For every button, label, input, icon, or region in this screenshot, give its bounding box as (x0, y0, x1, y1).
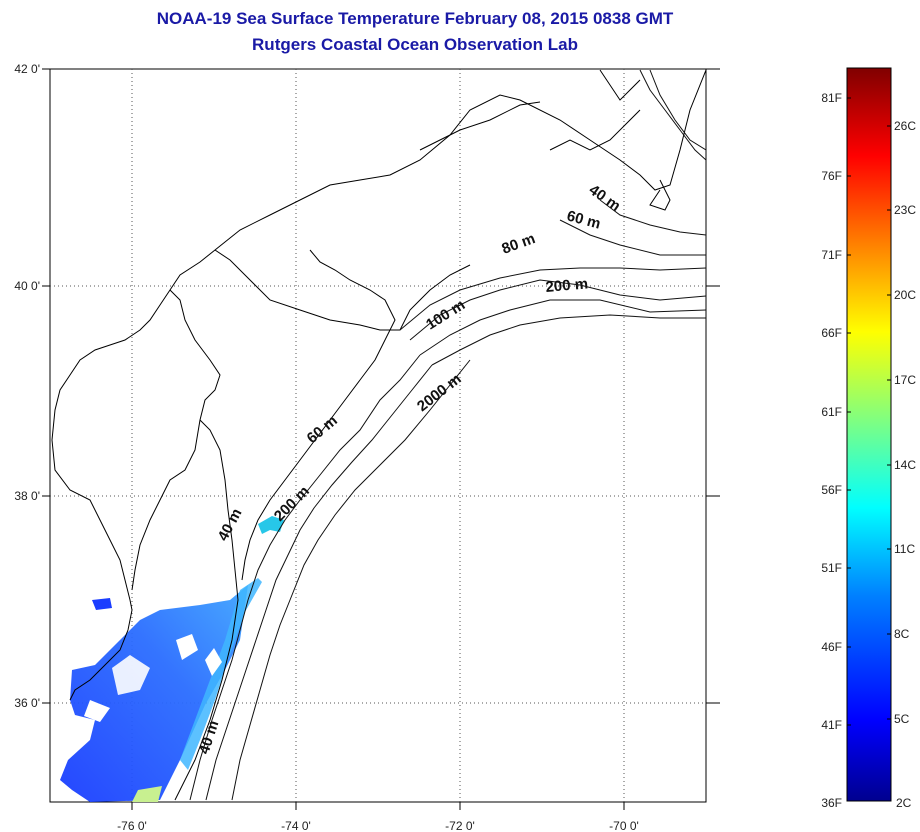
lon-tick-label: -70 0' (609, 819, 639, 832)
colorbar-c-label: 26C (894, 119, 916, 133)
colorbar-f-label: 41F (821, 718, 842, 732)
sst-data (60, 516, 284, 802)
colorbar-f-label: 46F (821, 640, 842, 654)
colorbar-ticks (847, 97, 891, 726)
lon-tick-label: -74 0' (281, 819, 311, 832)
lat-tick-label: 40 0' (14, 279, 40, 293)
bathymetry-contours (189, 69, 706, 801)
colorbar-c-label: 11C (894, 542, 915, 556)
colorbar-f-label: 56F (821, 483, 842, 497)
contour-label-200m-north: 200 m (545, 275, 589, 296)
colorbar-c-label: 14C (894, 458, 916, 472)
frame-ticks (42, 68, 720, 810)
graticule (50, 69, 706, 802)
colorbar-fahrenheit-labels: 81F 76F 71F 66F 61F 56F 51F 46F 41F 36F (821, 91, 842, 810)
map-subtitle: Rutgers Coastal Ocean Observation Lab (252, 35, 578, 54)
lat-tick-label: 36 0' (14, 696, 40, 710)
colorbar-f-label: 81F (821, 91, 842, 105)
colorbar-f-label: 36F (821, 796, 842, 810)
colorbar-c-label: 8C (894, 627, 910, 641)
colorbar (846, 67, 892, 802)
coastline (51, 69, 706, 801)
colorbar-f-label: 51F (821, 561, 842, 575)
colorbar-c-label: 5C (894, 712, 910, 726)
colorbar-f-label: 76F (821, 169, 842, 183)
colorbar-c-label: 2C (896, 796, 912, 810)
lon-tick-label: -72 0' (445, 819, 475, 832)
lat-tick-label: 38 0' (14, 489, 40, 503)
colorbar-c-label: 20C (894, 288, 916, 302)
colorbar-f-label: 66F (821, 326, 842, 340)
colorbar-c-label: 23C (894, 203, 916, 217)
colorbar-f-label: 71F (821, 248, 842, 262)
lat-tick-label: 42 0' (14, 62, 40, 76)
colorbar-c-label: 17C (894, 373, 916, 387)
colorbar-f-label: 61F (821, 405, 842, 419)
map-title: NOAA-19 Sea Surface Temperature February… (156, 9, 674, 28)
colorbar-celsius-labels: 26C 23C 20C 17C 14C 11C 8C 5C 2C (894, 119, 916, 810)
lon-tick-label: -76 0' (117, 819, 147, 832)
